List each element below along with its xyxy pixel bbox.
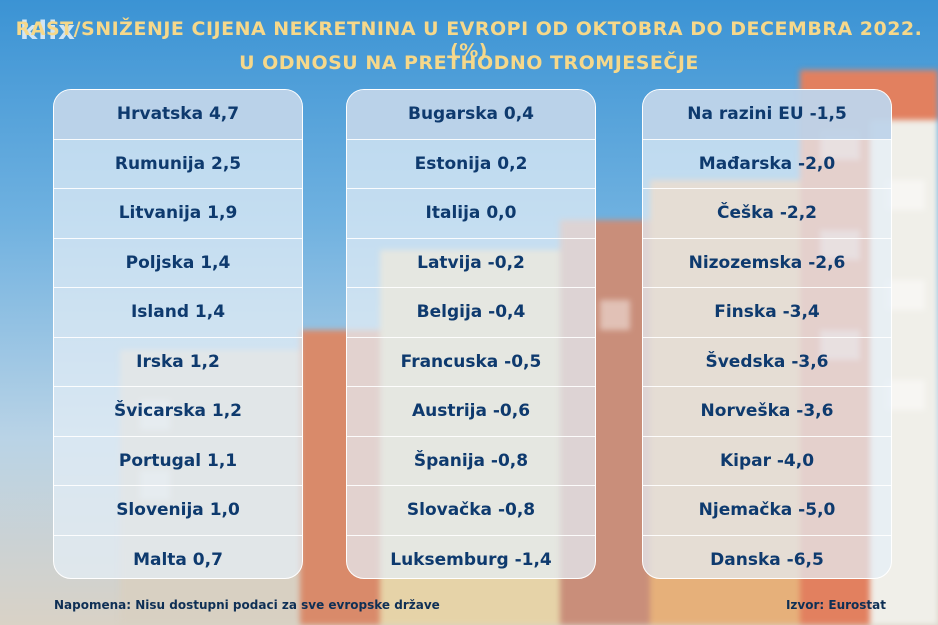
klix-logo: klix bbox=[20, 16, 76, 46]
list-item: Na razini EU -1,5 bbox=[643, 90, 891, 140]
page-title: RAST/SNIŽENJE CIJENA NEKRETNINA U EVROPI… bbox=[15, 18, 923, 62]
footnote: Napomena: Nisu dostupni podaci za sve ev… bbox=[54, 598, 440, 612]
list-item: Portugal 1,1 bbox=[54, 437, 302, 486]
list-item: Mađarska -2,0 bbox=[643, 140, 891, 189]
list-item: Litvanija 1,9 bbox=[54, 189, 302, 239]
list-item: Austrija -0,6 bbox=[347, 387, 595, 437]
list-item: Francuska -0,5 bbox=[347, 338, 595, 387]
list-item: Španija -0,8 bbox=[347, 437, 595, 486]
list-item: Italija 0,0 bbox=[347, 189, 595, 239]
list-item: Švedska -3,6 bbox=[643, 338, 891, 387]
list-item: Island 1,4 bbox=[54, 288, 302, 338]
list-item: Latvija -0,2 bbox=[347, 239, 595, 288]
list-item: Slovenija 1,0 bbox=[54, 486, 302, 536]
list-item: Belgija -0,4 bbox=[347, 288, 595, 338]
country-column-2: Bugarska 0,4 Estonija 0,2 Italija 0,0 La… bbox=[346, 89, 596, 579]
list-item: Slovačka -0,8 bbox=[347, 486, 595, 536]
list-item: Rumunija 2,5 bbox=[54, 140, 302, 189]
list-item: Luksemburg -1,4 bbox=[390, 549, 552, 570]
country-column-3: Na razini EU -1,5 Mađarska -2,0 Češka -2… bbox=[642, 89, 892, 579]
list-item: Češka -2,2 bbox=[643, 189, 891, 239]
list-item: Švicarska 1,2 bbox=[54, 387, 302, 437]
list-item: Norveška -3,6 bbox=[643, 387, 891, 437]
list-item: Finska -3,4 bbox=[643, 288, 891, 338]
window bbox=[600, 300, 630, 330]
source-credit: Izvor: Eurostat bbox=[785, 598, 886, 612]
page-subtitle: U ODNOSU NA PRETHODNO TROMJESEČJE bbox=[239, 52, 699, 74]
list-item: Estonija 0,2 bbox=[347, 140, 595, 189]
list-item: Nizozemska -2,6 bbox=[643, 239, 891, 288]
list-item: Njemačka -5,0 bbox=[643, 486, 891, 536]
list-item: Poljska 1,4 bbox=[54, 239, 302, 288]
list-item: Kipar -4,0 bbox=[643, 437, 891, 486]
list-item: Hrvatska 4,7 bbox=[54, 90, 302, 140]
list-item: Bugarska 0,4 bbox=[347, 90, 595, 140]
list-item: Danska -6,5 bbox=[710, 549, 824, 570]
country-column-1: Hrvatska 4,7 Rumunija 2,5 Litvanija 1,9 … bbox=[53, 89, 303, 579]
list-item: Malta 0,7 bbox=[133, 549, 223, 570]
list-item: Irska 1,2 bbox=[54, 338, 302, 387]
